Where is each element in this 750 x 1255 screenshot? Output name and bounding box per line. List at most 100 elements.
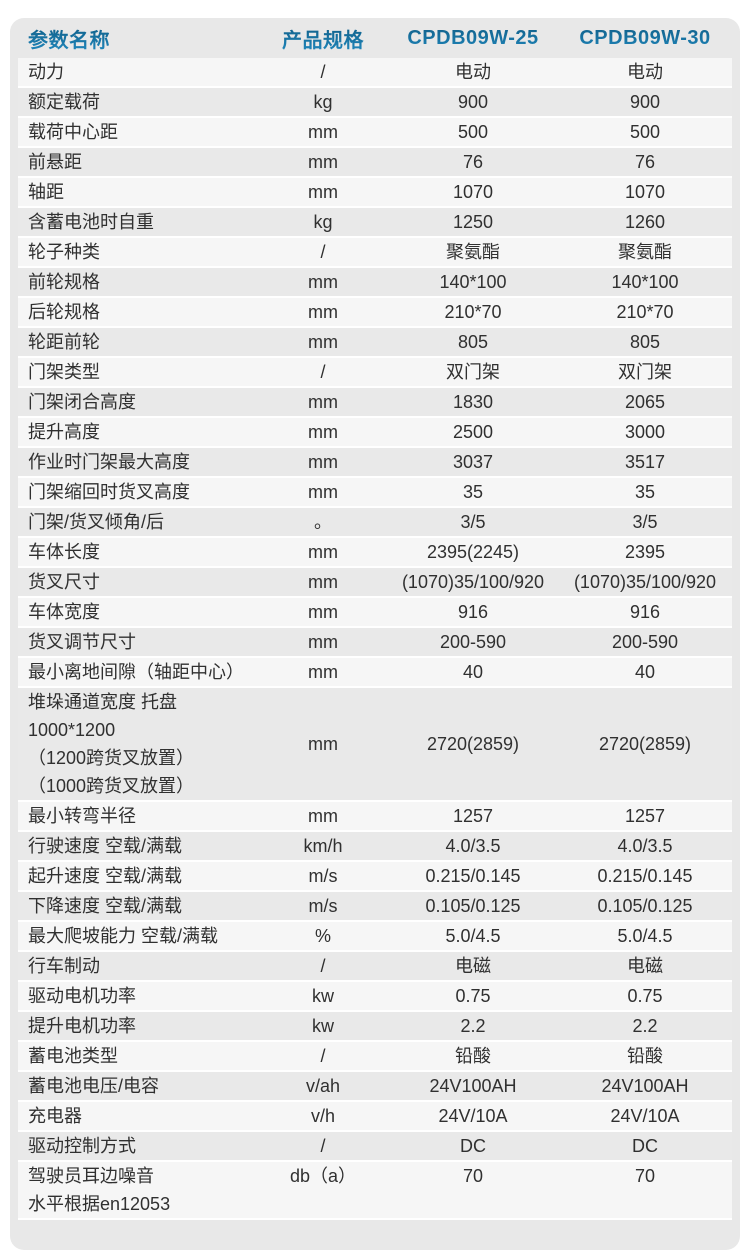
cell-unit: mm xyxy=(258,598,388,628)
header-param-name: 参数名称 xyxy=(18,18,258,58)
cell-value-cpdb09w-30: 70 xyxy=(558,1162,732,1220)
cell-value-cpdb09w-25: 2500 xyxy=(388,418,558,448)
cell-value-cpdb09w-25: 铅酸 xyxy=(388,1042,558,1072)
cell-value-cpdb09w-25: 500 xyxy=(388,118,558,148)
table-row: 蓄电池类型 / 铅酸 铅酸 xyxy=(18,1042,732,1072)
cell-unit: mm xyxy=(258,478,388,508)
cell-param-name: 轮子种类 xyxy=(18,238,258,268)
cell-value-cpdb09w-30: 24V100AH xyxy=(558,1072,732,1102)
table-row: 行驶速度 空载/满载 km/h 4.0/3.5 4.0/3.5 xyxy=(18,832,732,862)
cell-value-cpdb09w-30: 0.75 xyxy=(558,982,732,1012)
cell-value-cpdb09w-25: 35 xyxy=(388,478,558,508)
cell-value-cpdb09w-30: 2720(2859) xyxy=(558,688,732,802)
table-row: 蓄电池电压/电容 v/ah 24V100AH 24V100AH xyxy=(18,1072,732,1102)
cell-value-cpdb09w-30: 210*70 xyxy=(558,298,732,328)
table-row: 车体长度 mm 2395(2245) 2395 xyxy=(18,538,732,568)
cell-value-cpdb09w-25: 200-590 xyxy=(388,628,558,658)
cell-param-name: 额定载荷 xyxy=(18,88,258,118)
cell-unit: mm xyxy=(258,268,388,298)
cell-value-cpdb09w-30: 双门架 xyxy=(558,358,732,388)
table-row: 作业时门架最大高度 mm 3037 3517 xyxy=(18,448,732,478)
table-row: 充电器 v/h 24V/10A 24V/10A xyxy=(18,1102,732,1132)
cell-unit: mm xyxy=(258,802,388,832)
cell-value-cpdb09w-25: 2720(2859) xyxy=(388,688,558,802)
cell-value-cpdb09w-30: 900 xyxy=(558,88,732,118)
table-row: 轮距前轮 mm 805 805 xyxy=(18,328,732,358)
cell-value-cpdb09w-30: 76 xyxy=(558,148,732,178)
table-row: 前悬距 mm 76 76 xyxy=(18,148,732,178)
cell-param-name: 车体宽度 xyxy=(18,598,258,628)
cell-value-cpdb09w-25: 900 xyxy=(388,88,558,118)
cell-param-name: 含蓄电池时自重 xyxy=(18,208,258,238)
cell-value-cpdb09w-30: 聚氨酯 xyxy=(558,238,732,268)
table-row: 最大爬坡能力 空载/满载% 5.0/4.5 5.0/4.5 xyxy=(18,922,732,952)
cell-value-cpdb09w-30: 电磁 xyxy=(558,952,732,982)
cell-value-cpdb09w-25: (1070)35/100/920 xyxy=(388,568,558,598)
table-row: 额定载荷 kg 900 900 xyxy=(18,88,732,118)
cell-unit: / xyxy=(258,238,388,268)
cell-param-name: 驱动控制方式 xyxy=(18,1132,258,1162)
table-row: 车体宽度 mm 916 916 xyxy=(18,598,732,628)
cell-param-name: 前轮规格 xyxy=(18,268,258,298)
cell-unit: / xyxy=(258,58,388,88)
cell-unit: / xyxy=(258,358,388,388)
cell-param-name: 动力 xyxy=(18,58,258,88)
cell-param-name: 起升速度 空载/满载 xyxy=(18,862,258,892)
cell-value-cpdb09w-30: 0.215/0.145 xyxy=(558,862,732,892)
cell-unit: mm xyxy=(258,178,388,208)
cell-value-cpdb09w-30: 916 xyxy=(558,598,732,628)
cell-value-cpdb09w-30: 24V/10A xyxy=(558,1102,732,1132)
cell-value-cpdb09w-30: 2.2 xyxy=(558,1012,732,1042)
spec-card: 参数名称 产品规格 CPDB09W-25 CPDB09W-30 动力 / 电动 电动额… xyxy=(10,18,740,1250)
cell-value-cpdb09w-30: 1260 xyxy=(558,208,732,238)
cell-param-name: 下降速度 空载/满载 xyxy=(18,892,258,922)
cell-param-name: 车体长度 xyxy=(18,538,258,568)
table-row: 门架类型 / 双门架 双门架 xyxy=(18,358,732,388)
cell-value-cpdb09w-30: 4.0/3.5 xyxy=(558,832,732,862)
table-row: 前轮规格 mm 140*100 140*100 xyxy=(18,268,732,298)
cell-param-name: 门架类型 xyxy=(18,358,258,388)
cell-value-cpdb09w-25: 0.75 xyxy=(388,982,558,1012)
cell-param-name: 堆垛通道宽度 托盘1000*1200 （1200跨货叉放置） （1000跨货叉放… xyxy=(18,688,258,802)
cell-param-name: 驾驶员耳边噪音 水平根据en12053 xyxy=(18,1162,258,1220)
cell-unit: mm xyxy=(258,148,388,178)
cell-value-cpdb09w-30: 0.105/0.125 xyxy=(558,892,732,922)
header-model-cpdb09w-30: CPDB09W-30 xyxy=(558,18,732,58)
cell-param-name: 载荷中心距 xyxy=(18,118,258,148)
cell-unit: v/ah xyxy=(258,1072,388,1102)
cell-param-name: 门架/货叉倾角/后 xyxy=(18,508,258,538)
cell-value-cpdb09w-25: 40 xyxy=(388,658,558,688)
cell-unit: mm xyxy=(258,418,388,448)
table-row: 提升高度 mm 2500 3000 xyxy=(18,418,732,448)
cell-unit: mm xyxy=(258,388,388,418)
table-row: 最小离地间隙（轴距中心） mm 40 40 xyxy=(18,658,732,688)
cell-unit: mm xyxy=(258,298,388,328)
cell-param-name: 前悬距 xyxy=(18,148,258,178)
cell-param-name: 轴距 xyxy=(18,178,258,208)
table-row: 门架闭合高度 mm 1830 2065 xyxy=(18,388,732,418)
cell-value-cpdb09w-30: 1257 xyxy=(558,802,732,832)
cell-value-cpdb09w-30: 40 xyxy=(558,658,732,688)
cell-value-cpdb09w-25: 电磁 xyxy=(388,952,558,982)
cell-param-name: 行车制动 xyxy=(18,952,258,982)
cell-value-cpdb09w-30: 140*100 xyxy=(558,268,732,298)
cell-unit: mm xyxy=(258,328,388,358)
table-row: 货叉调节尺寸 mm 200-590 200-590 xyxy=(18,628,732,658)
cell-value-cpdb09w-30: (1070)35/100/920 xyxy=(558,568,732,598)
cell-param-name: 货叉尺寸 xyxy=(18,568,258,598)
header-product-spec: 产品规格 xyxy=(258,18,388,58)
cell-unit: kw xyxy=(258,1012,388,1042)
table-row: 门架/货叉倾角/后。 3/5 3/5 xyxy=(18,508,732,538)
cell-unit: kw xyxy=(258,982,388,1012)
cell-param-name: 作业时门架最大高度 xyxy=(18,448,258,478)
cell-unit: mm xyxy=(258,538,388,568)
cell-unit: mm xyxy=(258,628,388,658)
cell-value-cpdb09w-25: 双门架 xyxy=(388,358,558,388)
cell-value-cpdb09w-30: 2065 xyxy=(558,388,732,418)
cell-unit: / xyxy=(258,1132,388,1162)
cell-param-name: 最小转弯半径 xyxy=(18,802,258,832)
cell-param-name: 行驶速度 空载/满载 xyxy=(18,832,258,862)
table-row: 后轮规格 mm 210*70 210*70 xyxy=(18,298,732,328)
table-row: 堆垛通道宽度 托盘1000*1200 （1200跨货叉放置） （1000跨货叉放… xyxy=(18,688,732,802)
table-row: 起升速度 空载/满载 m/s 0.215/0.145 0.215/0.145 xyxy=(18,862,732,892)
